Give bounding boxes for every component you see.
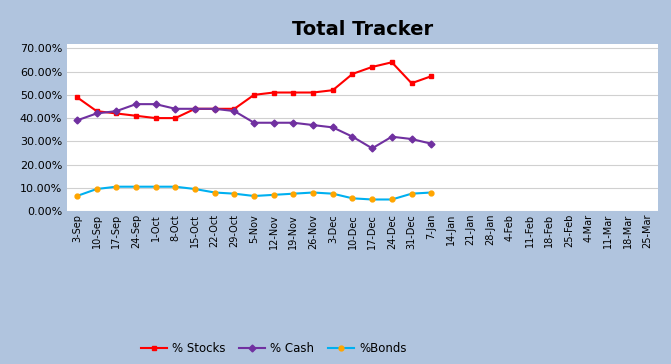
% Cash xyxy=(407,137,415,141)
Line: %Bonds: %Bonds xyxy=(74,184,433,202)
% Stocks xyxy=(211,107,219,111)
%Bonds xyxy=(407,191,415,196)
% Cash xyxy=(230,109,238,113)
% Stocks xyxy=(230,107,238,111)
% Stocks xyxy=(348,72,356,76)
% Stocks xyxy=(112,111,120,116)
% Cash xyxy=(329,125,337,130)
% Cash xyxy=(368,146,376,151)
% Stocks xyxy=(171,116,179,120)
Line: % Cash: % Cash xyxy=(74,102,433,151)
%Bonds xyxy=(93,187,101,191)
% Cash xyxy=(250,120,258,125)
% Stocks xyxy=(388,60,396,64)
%Bonds xyxy=(427,190,435,195)
% Cash xyxy=(112,109,120,113)
Legend: % Stocks, % Cash, %Bonds: % Stocks, % Cash, %Bonds xyxy=(136,337,411,360)
%Bonds xyxy=(270,193,278,197)
% Stocks xyxy=(407,81,415,86)
%Bonds xyxy=(73,194,81,198)
% Stocks xyxy=(427,74,435,78)
% Cash xyxy=(427,142,435,146)
%Bonds xyxy=(152,185,160,189)
% Stocks xyxy=(329,88,337,92)
%Bonds xyxy=(289,191,297,196)
% Cash xyxy=(93,111,101,116)
% Stocks xyxy=(270,90,278,95)
% Cash xyxy=(73,118,81,123)
% Stocks xyxy=(309,90,317,95)
% Stocks xyxy=(73,95,81,99)
% Stocks xyxy=(152,116,160,120)
Title: Total Tracker: Total Tracker xyxy=(292,20,433,39)
%Bonds xyxy=(132,185,140,189)
%Bonds xyxy=(348,196,356,201)
% Cash xyxy=(152,102,160,106)
% Cash xyxy=(309,123,317,127)
% Cash xyxy=(289,120,297,125)
%Bonds xyxy=(329,191,337,196)
%Bonds xyxy=(171,185,179,189)
% Stocks xyxy=(191,107,199,111)
% Stocks xyxy=(289,90,297,95)
% Stocks xyxy=(250,93,258,97)
%Bonds xyxy=(211,190,219,195)
%Bonds xyxy=(250,194,258,198)
%Bonds xyxy=(112,185,120,189)
% Stocks xyxy=(132,114,140,118)
% Cash xyxy=(388,135,396,139)
%Bonds xyxy=(388,197,396,202)
%Bonds xyxy=(230,191,238,196)
% Cash xyxy=(132,102,140,106)
% Stocks xyxy=(93,109,101,113)
% Cash xyxy=(211,107,219,111)
%Bonds xyxy=(191,187,199,191)
%Bonds xyxy=(309,190,317,195)
% Cash xyxy=(270,120,278,125)
% Cash xyxy=(191,107,199,111)
Line: % Stocks: % Stocks xyxy=(74,60,433,120)
%Bonds xyxy=(368,197,376,202)
% Stocks xyxy=(368,65,376,69)
% Cash xyxy=(171,107,179,111)
% Cash xyxy=(348,135,356,139)
